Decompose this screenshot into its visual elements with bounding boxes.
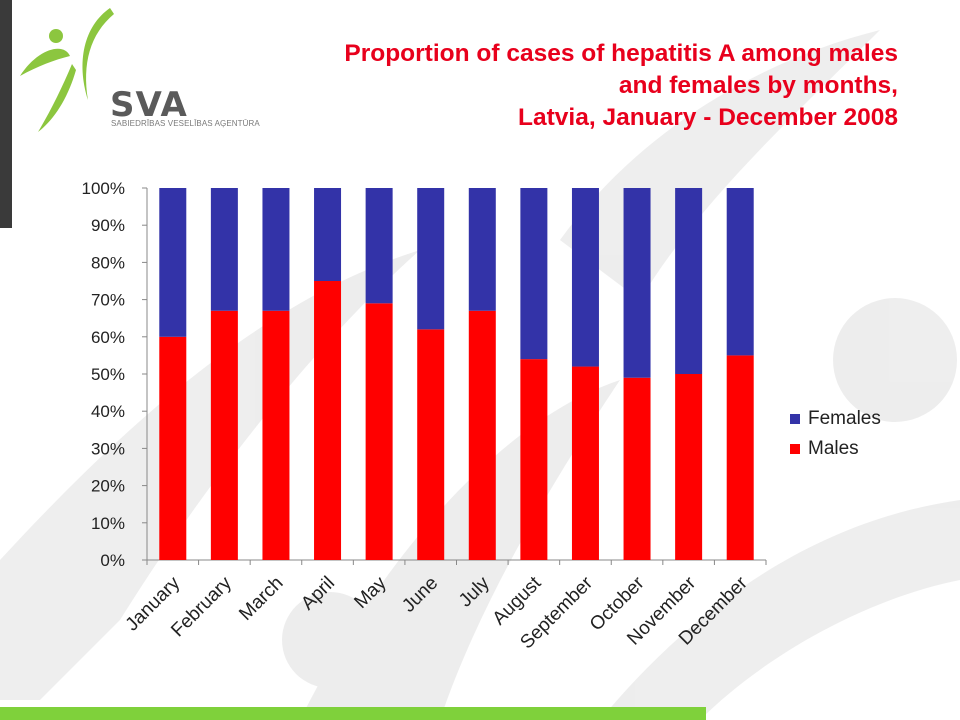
y-tick-label: 50% — [91, 365, 125, 384]
sva-logo-text: SVA — [110, 85, 188, 125]
y-tick-label: 30% — [91, 439, 125, 458]
legend-swatch-males — [790, 444, 800, 454]
y-tick-label: 20% — [91, 477, 125, 496]
bar-males — [520, 359, 548, 560]
bar-females — [262, 188, 290, 311]
bar-females — [468, 188, 496, 311]
y-tick-label: 90% — [91, 216, 125, 235]
bar-females — [417, 188, 445, 330]
bar-males — [571, 366, 599, 560]
y-tick-label: 0% — [100, 551, 125, 570]
bar-females — [314, 188, 342, 281]
x-tick-label: April — [297, 573, 339, 615]
bar-males — [675, 374, 703, 560]
chart-title: Proportion of cases of hepatitis A among… — [178, 38, 898, 134]
bar-males — [468, 310, 496, 560]
left-accent-bar — [0, 0, 12, 228]
bar-females — [210, 188, 238, 311]
bar-females — [726, 188, 754, 356]
title-line-1: Proportion of cases of hepatitis A among… — [344, 40, 898, 67]
legend-label-males: Males — [808, 438, 859, 459]
bar-females — [571, 188, 599, 367]
legend: Females Males — [790, 404, 881, 464]
y-tick-label: 100% — [82, 179, 125, 198]
bar-females — [623, 188, 651, 378]
bar-males — [623, 377, 651, 560]
y-tick-label: 60% — [91, 328, 125, 347]
x-tick-label: June — [398, 573, 442, 617]
bottom-accent-bar — [0, 707, 706, 720]
y-tick-label: 80% — [91, 253, 125, 272]
title-line-3: Latvia, January - December 2008 — [518, 104, 898, 131]
y-tick-label: 40% — [91, 402, 125, 421]
x-tick-label: March — [235, 573, 287, 625]
legend-label-females: Females — [808, 408, 881, 429]
legend-item-females: Females — [790, 404, 881, 434]
title-line-2: and females by months, — [618, 72, 898, 99]
logo-subtitle: SABIEDRĪBAS VESELĪBAS AĢENTŪRA — [111, 119, 260, 128]
bar-males — [210, 310, 238, 560]
bar-males — [314, 281, 342, 560]
y-tick-label: 10% — [91, 514, 125, 533]
bar-males — [365, 303, 393, 560]
x-tick-label: May — [350, 572, 391, 613]
bar-females — [520, 188, 548, 360]
x-tick-label: July — [455, 572, 494, 611]
bar-males — [262, 310, 290, 560]
bar-females — [675, 188, 703, 374]
bar-males — [159, 336, 187, 560]
legend-swatch-females — [790, 414, 800, 424]
bar-males — [417, 329, 445, 560]
legend-item-males: Males — [790, 434, 881, 464]
bar-females — [159, 188, 187, 337]
sva-logo: SVA — [20, 8, 188, 132]
bar-males — [726, 355, 754, 560]
y-tick-label: 70% — [91, 291, 125, 310]
bar-females — [365, 188, 393, 304]
